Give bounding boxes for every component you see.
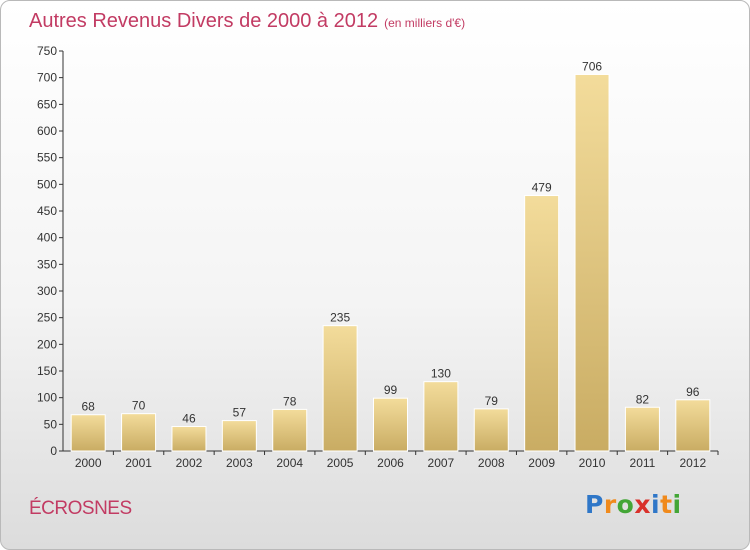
data-label: 706 — [582, 59, 602, 73]
proxiti-logo: Proxiti — [585, 490, 682, 519]
y-tick-label: 550 — [37, 151, 57, 165]
x-tick-label: 2008 — [478, 456, 505, 470]
bar — [171, 425, 207, 452]
x-tick-label: 2009 — [528, 456, 555, 470]
x-tick-label: 2005 — [327, 456, 354, 470]
bar — [574, 73, 610, 452]
data-label: 79 — [485, 394, 499, 408]
logo-letter: r — [603, 490, 617, 519]
y-tick-label: 750 — [37, 44, 57, 58]
bar — [624, 406, 660, 452]
data-label: 70 — [132, 399, 146, 413]
bar — [70, 414, 106, 452]
bar — [675, 399, 711, 452]
y-tick-label: 100 — [37, 391, 57, 405]
y-tick-label: 200 — [37, 337, 57, 351]
logo-letter: P — [585, 490, 604, 519]
y-tick-label: 250 — [37, 311, 57, 325]
logo-letter: o — [616, 490, 635, 519]
data-label: 82 — [636, 392, 650, 406]
y-tick-label: 350 — [37, 257, 57, 271]
bar — [473, 408, 509, 452]
y-tick-label: 700 — [37, 71, 57, 85]
x-tick-label: 2000 — [75, 456, 102, 470]
bar — [373, 397, 408, 452]
x-tick-label: 2010 — [579, 456, 606, 470]
logo-letter: t — [660, 490, 673, 519]
y-tick-label: 300 — [37, 284, 57, 298]
x-tick-label: 2011 — [630, 456, 656, 470]
bar — [272, 408, 308, 452]
bar — [322, 325, 358, 452]
y-tick-label: 650 — [37, 97, 57, 111]
data-label: 68 — [82, 400, 96, 414]
x-tick-label: 2002 — [176, 456, 203, 470]
y-tick-label: 600 — [37, 124, 57, 138]
data-label: 78 — [283, 394, 297, 408]
x-tick-label: 2012 — [679, 456, 706, 470]
x-tick-label: 2003 — [226, 456, 253, 470]
commune-name: ÉCROSNES — [29, 498, 132, 519]
y-tick-label: 400 — [37, 231, 57, 245]
x-tick-label: 2004 — [276, 456, 303, 470]
y-tick-label: 50 — [44, 417, 58, 431]
logo-letter: x — [634, 490, 651, 519]
data-label: 130 — [431, 367, 451, 381]
y-tick-label: 0 — [50, 444, 57, 458]
data-label: 99 — [384, 383, 398, 397]
bar — [121, 413, 157, 452]
x-tick-label: 2007 — [428, 456, 455, 470]
data-label: 479 — [532, 181, 552, 195]
y-tick-label: 500 — [37, 177, 57, 191]
y-tick-label: 450 — [37, 204, 57, 218]
y-tick-label: 150 — [37, 364, 57, 378]
x-tick-label: 2001 — [125, 456, 152, 470]
logo-letter: i — [672, 490, 682, 519]
chart-title: Autres Revenus Divers de 2000 à 2012 (en … — [29, 10, 465, 33]
x-tick-label: 2006 — [377, 456, 404, 470]
title-unit: (en milliers d'€) — [384, 16, 466, 30]
bar — [423, 381, 459, 452]
bar — [524, 195, 560, 452]
data-label: 46 — [182, 411, 196, 425]
data-label: 57 — [233, 406, 247, 420]
title-text: Autres Revenus Divers de 2000 à 2012 — [29, 10, 379, 32]
logo-letter: i — [651, 490, 661, 519]
bar — [221, 420, 257, 452]
data-label: 96 — [686, 385, 700, 399]
data-label: 235 — [330, 311, 350, 325]
